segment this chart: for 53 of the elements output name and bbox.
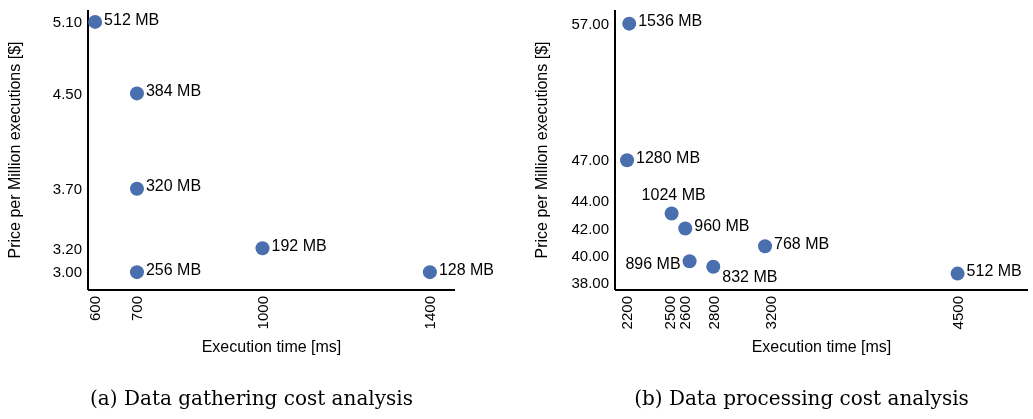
annotation: 1536 MB <box>638 12 703 30</box>
annotation: 768 MB <box>774 234 830 252</box>
x-tick-label: 2200 <box>618 296 636 330</box>
x-axis-title: Execution time [ms] <box>201 338 342 355</box>
point <box>129 265 144 280</box>
annotation: 384 MB <box>145 82 202 99</box>
point <box>664 206 679 221</box>
y-tick-label: 47.00 <box>571 151 609 169</box>
point <box>620 153 635 168</box>
y-tick-label: 40.00 <box>571 247 609 265</box>
x-tick-label: 1000 <box>253 296 271 330</box>
y-tick-label: 38.00 <box>571 274 609 292</box>
y-axis-title: Price per Million executions [$] <box>6 41 23 259</box>
x-tick-label: 600 <box>86 296 104 322</box>
y-tick-label: 57.00 <box>571 14 609 32</box>
annotation: 512 MB <box>966 262 1022 280</box>
annotation: 960 MB <box>694 217 750 235</box>
annotation: 1280 MB <box>636 148 701 166</box>
annotation: 1024 MB <box>641 186 706 204</box>
point <box>129 86 144 101</box>
x-tick-label: 700 <box>128 296 146 322</box>
point <box>255 241 270 256</box>
point <box>88 14 103 29</box>
point <box>678 221 693 236</box>
annotation: 256 MB <box>145 260 202 278</box>
point <box>422 265 437 280</box>
y-tick-label: 3.00 <box>52 263 82 281</box>
x-tick-label: 3200 <box>762 296 780 330</box>
x-axis-title: Execution time [ms] <box>751 338 892 355</box>
annotation: 896 MB <box>625 254 681 272</box>
x-tick-label: 1400 <box>421 296 439 330</box>
x-tick-label: 4500 <box>948 296 966 330</box>
text: (a) Data gathering cost analysis <box>90 386 413 410</box>
point <box>706 259 721 274</box>
y-tick-label: 5.10 <box>52 13 82 31</box>
annotation: 832 MB <box>722 268 778 286</box>
point <box>950 266 965 281</box>
point <box>622 16 637 31</box>
point <box>682 254 697 269</box>
y-axis-title: Price per Million executions [$] <box>533 41 550 259</box>
annotation: 320 MB <box>145 177 202 195</box>
y-tick-label: 3.70 <box>52 179 82 197</box>
annotation: 512 MB <box>104 10 160 28</box>
y-tick-label: 3.20 <box>52 239 82 257</box>
x-tick-label: 2800 <box>704 296 722 330</box>
point <box>758 239 773 254</box>
text: (b) Data processing cost analysis <box>634 386 969 410</box>
annotation: 128 MB <box>438 260 495 278</box>
point <box>129 181 144 196</box>
y-tick-label: 4.50 <box>52 84 82 102</box>
annotation: 192 MB <box>271 236 327 254</box>
y-tick-label: 42.00 <box>571 219 609 237</box>
y-tick-label: 44.00 <box>571 192 609 210</box>
